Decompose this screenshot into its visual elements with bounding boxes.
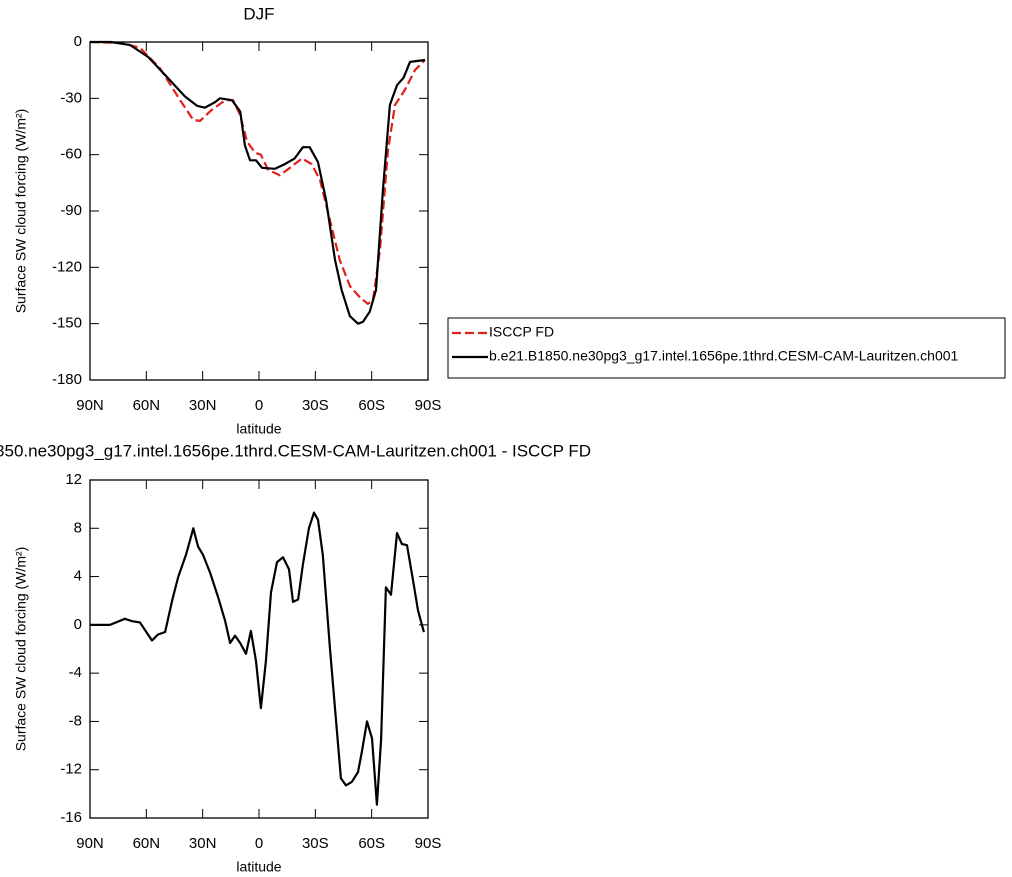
y-tick-label: -120 (52, 258, 82, 275)
chart-title: DJF (243, 4, 274, 23)
y-tick-label: 12 (65, 471, 82, 488)
plot-frame (89, 41, 429, 381)
x-tick-label: 30N (189, 835, 217, 852)
y-tick-label: 0 (74, 616, 82, 633)
y-tick-label: -4 (69, 664, 82, 681)
y-tick-label: -8 (69, 712, 82, 729)
x-tick-label: 60N (133, 397, 161, 414)
y-tick-label: -150 (52, 315, 82, 332)
x-tick-label: 60S (358, 835, 385, 852)
x-tick-label: 0 (255, 397, 263, 414)
y-tick-label: -12 (60, 761, 82, 778)
y-tick-label: -30 (60, 89, 82, 106)
difference-line (90, 511, 425, 806)
legend-box (447, 317, 1006, 379)
plot-frame (89, 479, 429, 819)
x-tick-label: 60N (133, 835, 161, 852)
x-tick-label: 0 (255, 835, 263, 852)
y-tick-label: 8 (74, 519, 82, 536)
x-tick-label: 30N (189, 397, 217, 414)
x-tick-label: 90N (76, 835, 104, 852)
series-line (89, 40, 426, 305)
y-tick-label: -90 (60, 202, 82, 219)
x-tick-label: 30S (302, 835, 329, 852)
legend-label: ISCCP FD (489, 324, 554, 340)
x-axis-label: latitude (236, 421, 281, 437)
x-tick-label: 90N (76, 397, 104, 414)
x-axis-label: latitude (236, 859, 281, 875)
x-tick-label: 90S (415, 835, 442, 852)
x-tick-label: 60S (358, 397, 385, 414)
y-tick-label: -180 (52, 371, 82, 388)
y-axis-label: Surface SW cloud forcing (W/m²) (13, 547, 29, 752)
x-tick-label: 30S (302, 397, 329, 414)
series-line (90, 40, 426, 325)
y-tick-label: 0 (74, 33, 82, 50)
chart-title: b.e21.B1850.ne30pg3_g17.intel.1656pe.1th… (0, 441, 591, 460)
legend-label: b.e21.B1850.ne30pg3_g17.intel.1656pe.1th… (489, 348, 959, 364)
y-axis-label: Surface SW cloud forcing (W/m²) (13, 109, 29, 314)
y-tick-label: 4 (74, 568, 82, 585)
x-tick-label: 90S (415, 397, 442, 414)
y-tick-label: -60 (60, 146, 82, 163)
y-tick-label: -16 (60, 809, 82, 826)
